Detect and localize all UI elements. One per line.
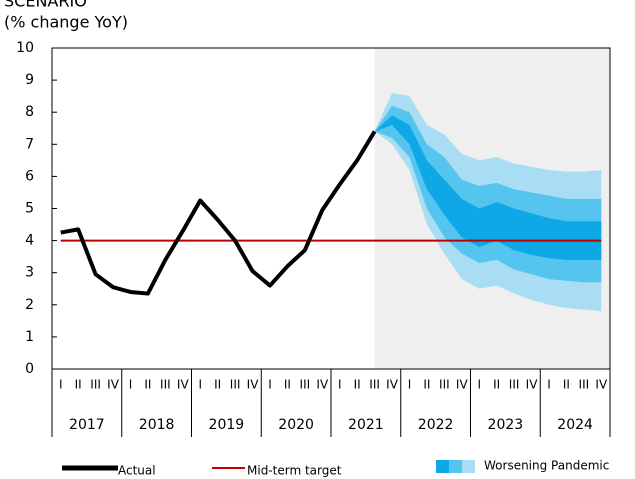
- y-tick-label: 0: [25, 361, 34, 377]
- x-tick-label: IV: [107, 378, 120, 392]
- x-tick-label: IV: [595, 378, 608, 392]
- x-tick-label: I: [408, 378, 412, 392]
- year-label: 2020: [278, 417, 314, 433]
- x-tick-label: IV: [386, 378, 399, 392]
- year-label: 2017: [69, 417, 105, 433]
- x-tick-label: I: [59, 378, 63, 392]
- legend-label: Mid-term target: [247, 464, 342, 478]
- x-tick-label: II: [493, 378, 500, 392]
- year-label: 2019: [209, 417, 245, 433]
- x-tick-label: III: [369, 378, 380, 392]
- x-tick-label: III: [230, 378, 241, 392]
- legend-fan-swatch: [462, 460, 475, 473]
- x-tick-label: III: [90, 378, 101, 392]
- y-tick-label: 4: [25, 233, 34, 249]
- y-tick-label: 2: [25, 297, 34, 313]
- y-tick-label: 8: [25, 104, 34, 120]
- x-tick-label: I: [477, 378, 481, 392]
- legend-fan-swatch: [449, 460, 462, 473]
- y-tick-label: 6: [25, 168, 34, 184]
- year-label: 2022: [418, 417, 454, 433]
- x-tick-label: I: [268, 378, 272, 392]
- x-tick-label: I: [129, 378, 133, 392]
- x-tick-label: I: [198, 378, 202, 392]
- y-tick-label: 1: [25, 329, 34, 345]
- year-label: 2024: [557, 417, 593, 433]
- legend-label: Actual: [118, 464, 156, 478]
- x-tick-label: II: [354, 378, 361, 392]
- x-tick-label: IV: [526, 378, 539, 392]
- legend-fan-swatch: [436, 460, 449, 473]
- x-tick-label: III: [300, 378, 311, 392]
- year-label: 2021: [348, 417, 384, 433]
- x-tick-label: IV: [247, 378, 260, 392]
- y-tick-label: 7: [25, 136, 34, 152]
- y-tick-label: 3: [25, 265, 34, 281]
- x-tick-label: II: [563, 378, 570, 392]
- year-label: 2018: [139, 417, 175, 433]
- x-tick-label: II: [284, 378, 291, 392]
- x-tick-label: III: [160, 378, 171, 392]
- chart-title: SCENARIO: [4, 0, 87, 11]
- y-tick-label: 10: [16, 40, 34, 56]
- chart-subtitle: (% change YoY): [4, 13, 128, 32]
- actual-line: [60, 130, 377, 296]
- fan-band: [374, 115, 602, 260]
- x-tick-label: III: [439, 378, 450, 392]
- x-tick-label: III: [579, 378, 590, 392]
- legend-label: Worsening Pandemic: [484, 459, 609, 473]
- x-tick-label: II: [75, 378, 82, 392]
- x-tick-label: II: [144, 378, 151, 392]
- x-tick-label: IV: [316, 378, 329, 392]
- year-label: 2023: [488, 417, 524, 433]
- x-tick-label: I: [338, 378, 342, 392]
- y-tick-label: 9: [25, 72, 34, 88]
- x-tick-label: II: [423, 378, 430, 392]
- y-tick-label: 5: [25, 201, 34, 217]
- x-tick-label: I: [547, 378, 551, 392]
- x-tick-label: III: [509, 378, 520, 392]
- x-tick-label: IV: [177, 378, 190, 392]
- x-tick-label: II: [214, 378, 221, 392]
- x-tick-label: IV: [456, 378, 469, 392]
